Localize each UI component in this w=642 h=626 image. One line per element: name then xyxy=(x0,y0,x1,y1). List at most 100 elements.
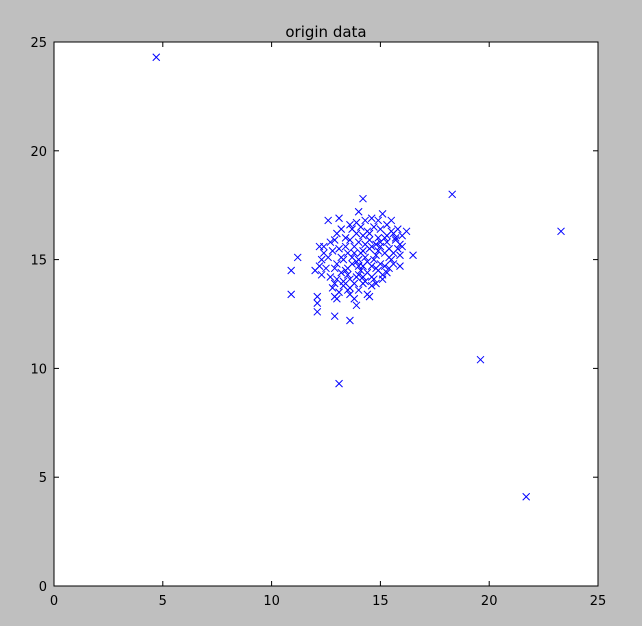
data-point xyxy=(343,286,352,294)
data-point xyxy=(387,216,396,225)
data-point xyxy=(367,214,376,223)
data-point xyxy=(356,223,365,231)
x-tick-label: 0 xyxy=(50,594,58,609)
data-point xyxy=(385,264,393,273)
data-point xyxy=(383,268,391,277)
data-point xyxy=(363,227,372,236)
data-point xyxy=(372,264,380,273)
data-point xyxy=(367,281,376,290)
data-point xyxy=(383,238,391,247)
data-point xyxy=(398,242,407,251)
data-point xyxy=(346,316,354,325)
data-point xyxy=(287,266,296,275)
data-point xyxy=(335,379,343,388)
data-point xyxy=(335,214,343,223)
data-point xyxy=(339,255,348,264)
data-point xyxy=(383,231,391,240)
y-tick-label: 15 xyxy=(30,254,47,269)
data-point xyxy=(346,290,354,299)
data-point xyxy=(372,279,380,288)
data-point xyxy=(354,207,363,216)
data-point xyxy=(370,223,378,231)
data-point xyxy=(359,273,367,281)
y-tick-label: 10 xyxy=(30,362,47,377)
data-point xyxy=(354,238,363,247)
data-point xyxy=(352,301,361,310)
data-point xyxy=(317,255,326,264)
data-point xyxy=(476,355,485,364)
data-point xyxy=(361,253,370,262)
data-point xyxy=(293,253,302,262)
data-point xyxy=(352,229,361,238)
data-point xyxy=(359,194,367,203)
data-point xyxy=(322,264,330,273)
data-point xyxy=(448,190,457,199)
chart-title: origin data xyxy=(285,23,366,41)
data-point xyxy=(557,227,565,236)
data-point xyxy=(354,286,363,294)
data-point xyxy=(346,236,354,244)
data-point xyxy=(330,312,339,321)
data-point xyxy=(380,262,389,270)
data-point xyxy=(313,292,322,301)
data-point xyxy=(396,251,404,260)
y-tick-label: 5 xyxy=(39,471,47,486)
data-point xyxy=(387,255,396,264)
data-point xyxy=(378,210,387,218)
data-point xyxy=(378,270,387,279)
data-point xyxy=(372,251,380,260)
x-tick-label: 20 xyxy=(481,594,498,609)
data-point xyxy=(374,216,383,225)
data-point xyxy=(361,216,370,225)
data-point xyxy=(337,268,346,277)
data-point xyxy=(346,275,354,284)
data-point xyxy=(313,307,322,316)
data-point xyxy=(330,236,339,244)
data-point xyxy=(343,270,352,279)
data-point xyxy=(324,216,333,225)
data-point xyxy=(313,299,322,307)
data-point xyxy=(328,284,337,292)
data-point xyxy=(374,247,383,255)
data-point xyxy=(348,260,356,268)
plot-area xyxy=(54,42,598,586)
data-point xyxy=(409,251,417,260)
data-point xyxy=(343,249,352,257)
data-point xyxy=(393,225,402,233)
data-point xyxy=(333,275,341,284)
data-point xyxy=(365,292,374,301)
data-point xyxy=(374,233,383,242)
y-tick-label: 20 xyxy=(30,145,47,160)
x-tick-label: 15 xyxy=(372,594,389,609)
data-point xyxy=(402,227,411,236)
y-tick-label: 25 xyxy=(30,36,47,51)
data-point xyxy=(326,273,335,281)
data-point xyxy=(319,249,328,257)
data-point xyxy=(315,242,324,251)
data-point xyxy=(389,249,398,257)
data-point xyxy=(341,242,350,251)
y-tick-label: 0 xyxy=(39,580,47,595)
data-point xyxy=(372,240,380,249)
data-point xyxy=(522,492,531,501)
data-point xyxy=(346,220,354,229)
data-point xyxy=(330,264,339,273)
data-point xyxy=(361,277,370,286)
x-tick-label: 25 xyxy=(590,594,607,609)
data-point xyxy=(341,233,350,242)
data-point xyxy=(311,266,319,275)
data-point xyxy=(356,266,365,275)
data-point xyxy=(370,275,378,284)
data-point xyxy=(367,262,376,270)
data-point xyxy=(330,292,339,301)
data-point xyxy=(391,233,400,242)
data-point xyxy=(152,53,161,62)
data-point xyxy=(376,225,385,233)
data-point xyxy=(328,247,337,255)
data-point xyxy=(335,244,343,253)
data-point xyxy=(317,270,326,279)
data-point xyxy=(326,238,335,247)
data-point xyxy=(376,242,385,251)
